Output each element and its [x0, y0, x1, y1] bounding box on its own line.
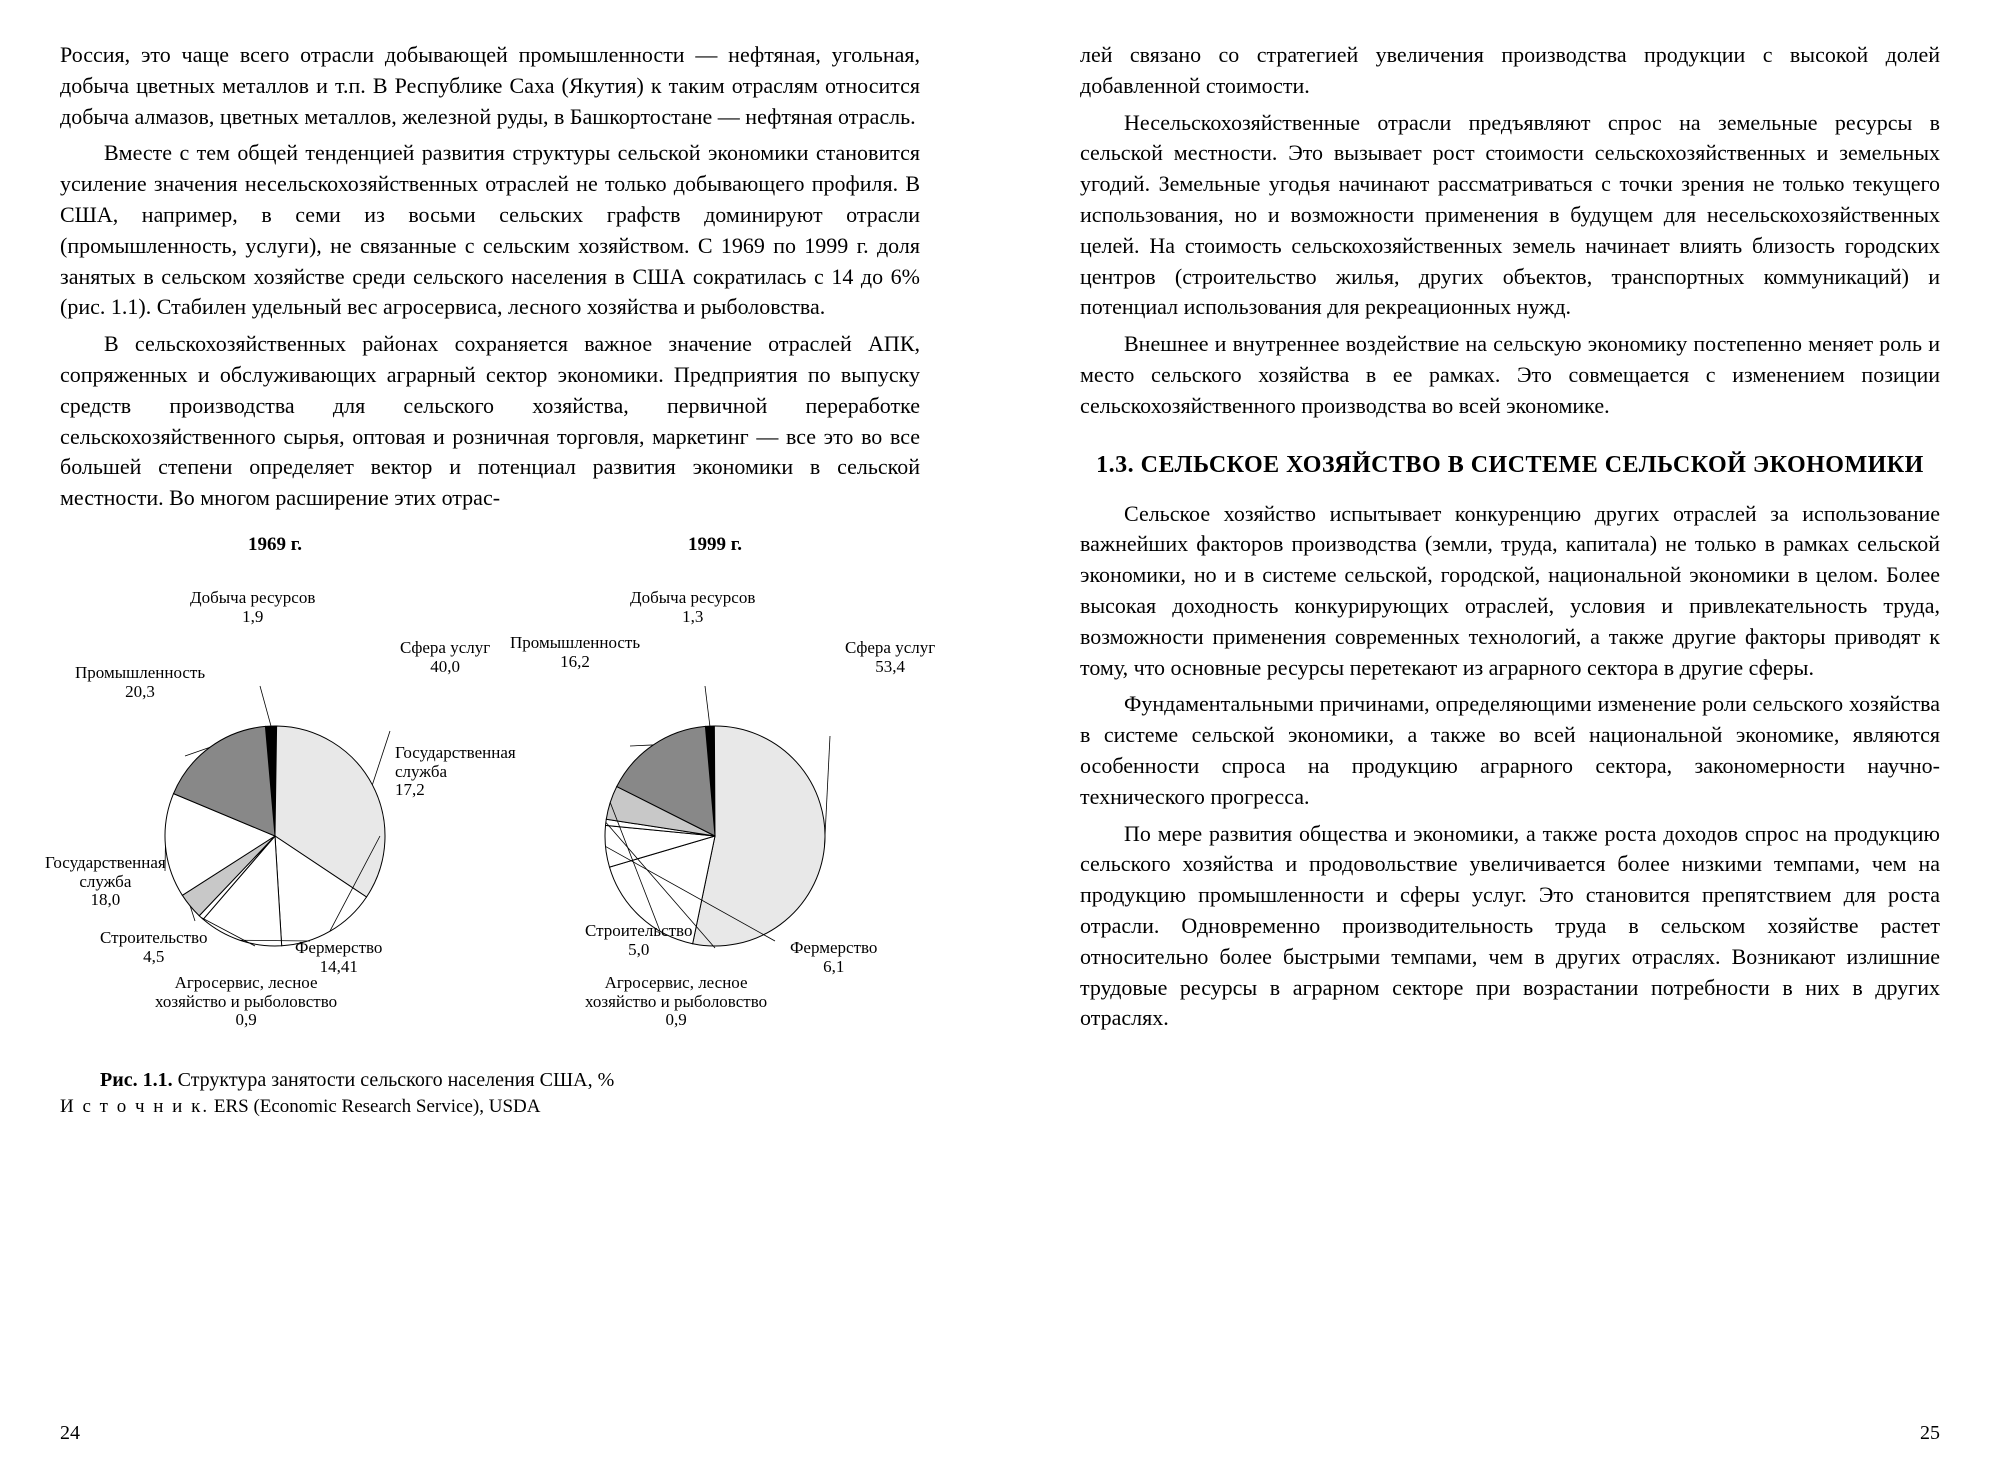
slice-label-construction: Строительство4,5: [100, 929, 207, 966]
leader-line: [260, 686, 271, 726]
leader-line: [824, 736, 830, 847]
slice-label-agro: Агросервис, лесноехозяйство и рыболовств…: [155, 974, 337, 1030]
chart-year-label: 1999 г.: [500, 534, 930, 556]
slice-label-industry: Промышленность16,2: [510, 634, 640, 671]
chart-1969: 1969 г. Добыча ресурсов1,9 Сфера услуг40,0…: [60, 534, 490, 1054]
slice-label-resources: Добыча ресурсов1,3: [630, 589, 755, 626]
slice-label-farming: Фермерство14,41: [295, 939, 382, 976]
leader-line: [372, 731, 390, 785]
chart-year-label: 1969 г.: [60, 534, 490, 556]
slice-label-construction: Строительство5,0: [585, 922, 692, 959]
para-r4: Сельское хозяйство испытывает конкуренци…: [1080, 499, 1940, 684]
source-text: ERS (Economic Research Service), USDA: [209, 1096, 540, 1117]
page-left: Россия, это чаще всего отрасли добывающе…: [0, 0, 1000, 1465]
figure-source: И с т о ч н и к. ERS (Economic Research …: [60, 1096, 920, 1118]
source-label: И с т о ч н и к.: [60, 1096, 209, 1117]
page-right: лей связано со стратегией увеличения про…: [1000, 0, 2000, 1465]
chart-1999: 1999 г.Добыча ресурсов1,3Сфера услуг53,4…: [500, 534, 930, 1054]
para-r3: Внешнее и внутреннее воздействие на сель…: [1080, 329, 1940, 421]
para-r1: лей связано со стратегией увеличения про…: [1080, 40, 1940, 102]
para-l2: Вместе с тем общей тенденцией развития с…: [60, 138, 920, 323]
para-r5: Фундаментальными причинами, определяющим…: [1080, 689, 1940, 812]
para-r2: Несельскохозяйственные отрасли предъявля…: [1080, 108, 1940, 324]
leader-line: [705, 686, 710, 726]
slice-label-agro: Агросервис, лесноехозяйство и рыболовств…: [585, 974, 767, 1030]
slice-label-industry: Промышленность20,3: [75, 664, 205, 701]
slice-label-farming: Фермерство6,1: [790, 939, 877, 976]
page-number-right: 25: [1920, 1422, 1940, 1445]
slice-label-services: Сфера услуг53,4: [845, 639, 935, 676]
para-r6: По мере развития общества и экономики, а…: [1080, 819, 1940, 1035]
slice-label-resources: Добыча ресурсов1,9: [190, 589, 315, 626]
para-l1: Россия, это чаще всего отрасли добывающе…: [60, 40, 920, 132]
slice-label-services: Сфера услуг40,0: [400, 639, 490, 676]
slice-label-gov: Государственнаяслужба17,2: [395, 744, 516, 800]
page-number-left: 24: [60, 1422, 80, 1445]
figure-1-1: 1969 г. Добыча ресурсов1,9 Сфера услуг40,0…: [60, 534, 920, 1118]
leader-line: [630, 745, 653, 746]
slice-label-govserv: Государственнаяслужба18,0: [45, 854, 166, 910]
para-l3: В сельскохозяйственных районах сохраняет…: [60, 329, 920, 514]
section-heading: 1.3. СЕЛЬСКОЕ ХОЗЯЙСТВО В СИСТЕМЕ СЕЛЬСК…: [1080, 452, 1940, 479]
